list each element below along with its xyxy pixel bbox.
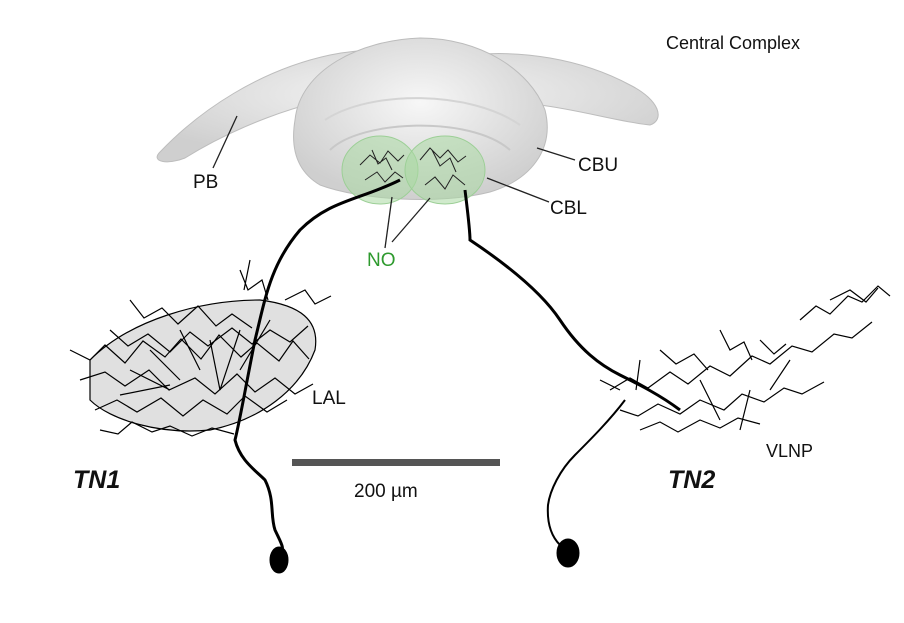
tn1-label: TN1 (73, 466, 121, 494)
noduli-arbor (359, 147, 467, 190)
tn2-label: TN2 (668, 466, 716, 494)
no-label: NO (367, 250, 396, 271)
central-complex-label: Central Complex (666, 33, 801, 53)
central-complex-shape (156, 37, 659, 205)
tn2-soma (556, 538, 580, 568)
tn1-neuron (69, 178, 401, 574)
scale-bar (292, 459, 500, 466)
protocerebral-bridge (156, 48, 659, 163)
vlnp-label: VLNP (766, 441, 814, 461)
tn1-soma (269, 546, 289, 574)
pb-label: PB (193, 172, 219, 193)
leader-lines (212, 115, 576, 249)
tn2-neuron (463, 189, 891, 568)
scale-bar-label: 200 µm (354, 481, 418, 502)
cbl-label: CBL (550, 198, 587, 219)
cbu-label: CBU (578, 155, 619, 176)
lal-label: LAL (312, 388, 346, 409)
noduli-right (404, 135, 486, 205)
